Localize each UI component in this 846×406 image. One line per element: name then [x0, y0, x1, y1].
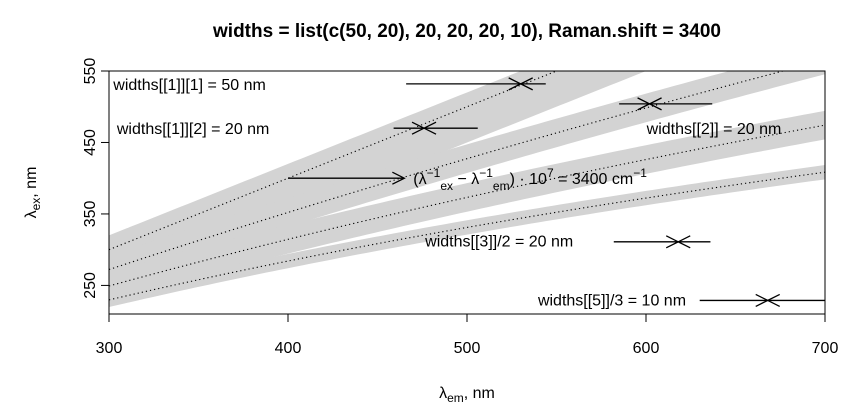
- annotation-4: widths[[3]]/2 = 20 nm: [424, 233, 573, 250]
- arrow-7: [288, 171, 406, 185]
- axes-layer: 300 400 500 600 700 250 350 450 550 λem, nm λex, n…: [23, 58, 838, 405]
- arrow-11: [766, 293, 825, 308]
- x-axis-label: λem, nm: [439, 385, 495, 405]
- x-tick-label: 400: [275, 340, 302, 357]
- arrow-4: [422, 121, 478, 135]
- raman-formula: (λ−1ex − λ−1em) · 107 = 3400 cm−1: [413, 166, 647, 193]
- y-axis-label: λex, nm: [23, 167, 43, 219]
- x-tick-label: 600: [633, 340, 660, 357]
- band-2: [109, 71, 825, 284]
- band-4: [109, 165, 825, 308]
- arrow-9: [676, 235, 711, 249]
- arrow-8: [613, 235, 680, 249]
- x-tick-label: 500: [454, 340, 481, 357]
- annotations-layer: widths[[1]][1] = 50 nm widths[[1]][2] = 2…: [112, 77, 781, 310]
- annotation-3: widths[[2]] = 20 nm: [646, 121, 782, 138]
- annotation-2: widths[[1]][2] = 20 nm: [116, 121, 270, 138]
- y-tick-label: 350: [82, 200, 99, 227]
- bands-layer: [109, 71, 825, 308]
- centerline-2: [109, 71, 786, 271]
- annotation-5: widths[[5]]/3 = 10 nm: [537, 293, 686, 310]
- arrow-6: [648, 97, 713, 111]
- y-tick-label: 250: [82, 272, 99, 299]
- y-tick-label: 550: [82, 58, 99, 85]
- arrow-10: [699, 293, 770, 308]
- arrow-2: [519, 77, 546, 91]
- band-3: [109, 110, 825, 301]
- centerlines-layer: [109, 71, 825, 301]
- x-tick-label: 700: [812, 340, 839, 357]
- arrows-layer: [288, 77, 825, 308]
- x-tick-label: 300: [96, 340, 123, 357]
- y-tick-label: 450: [82, 129, 99, 156]
- centerline-4: [109, 171, 825, 301]
- chart-title: widths = list(c(50, 20), 20, 20, 20, 10)…: [212, 21, 721, 42]
- annotation-1: widths[[1]][1] = 50 nm: [112, 77, 266, 94]
